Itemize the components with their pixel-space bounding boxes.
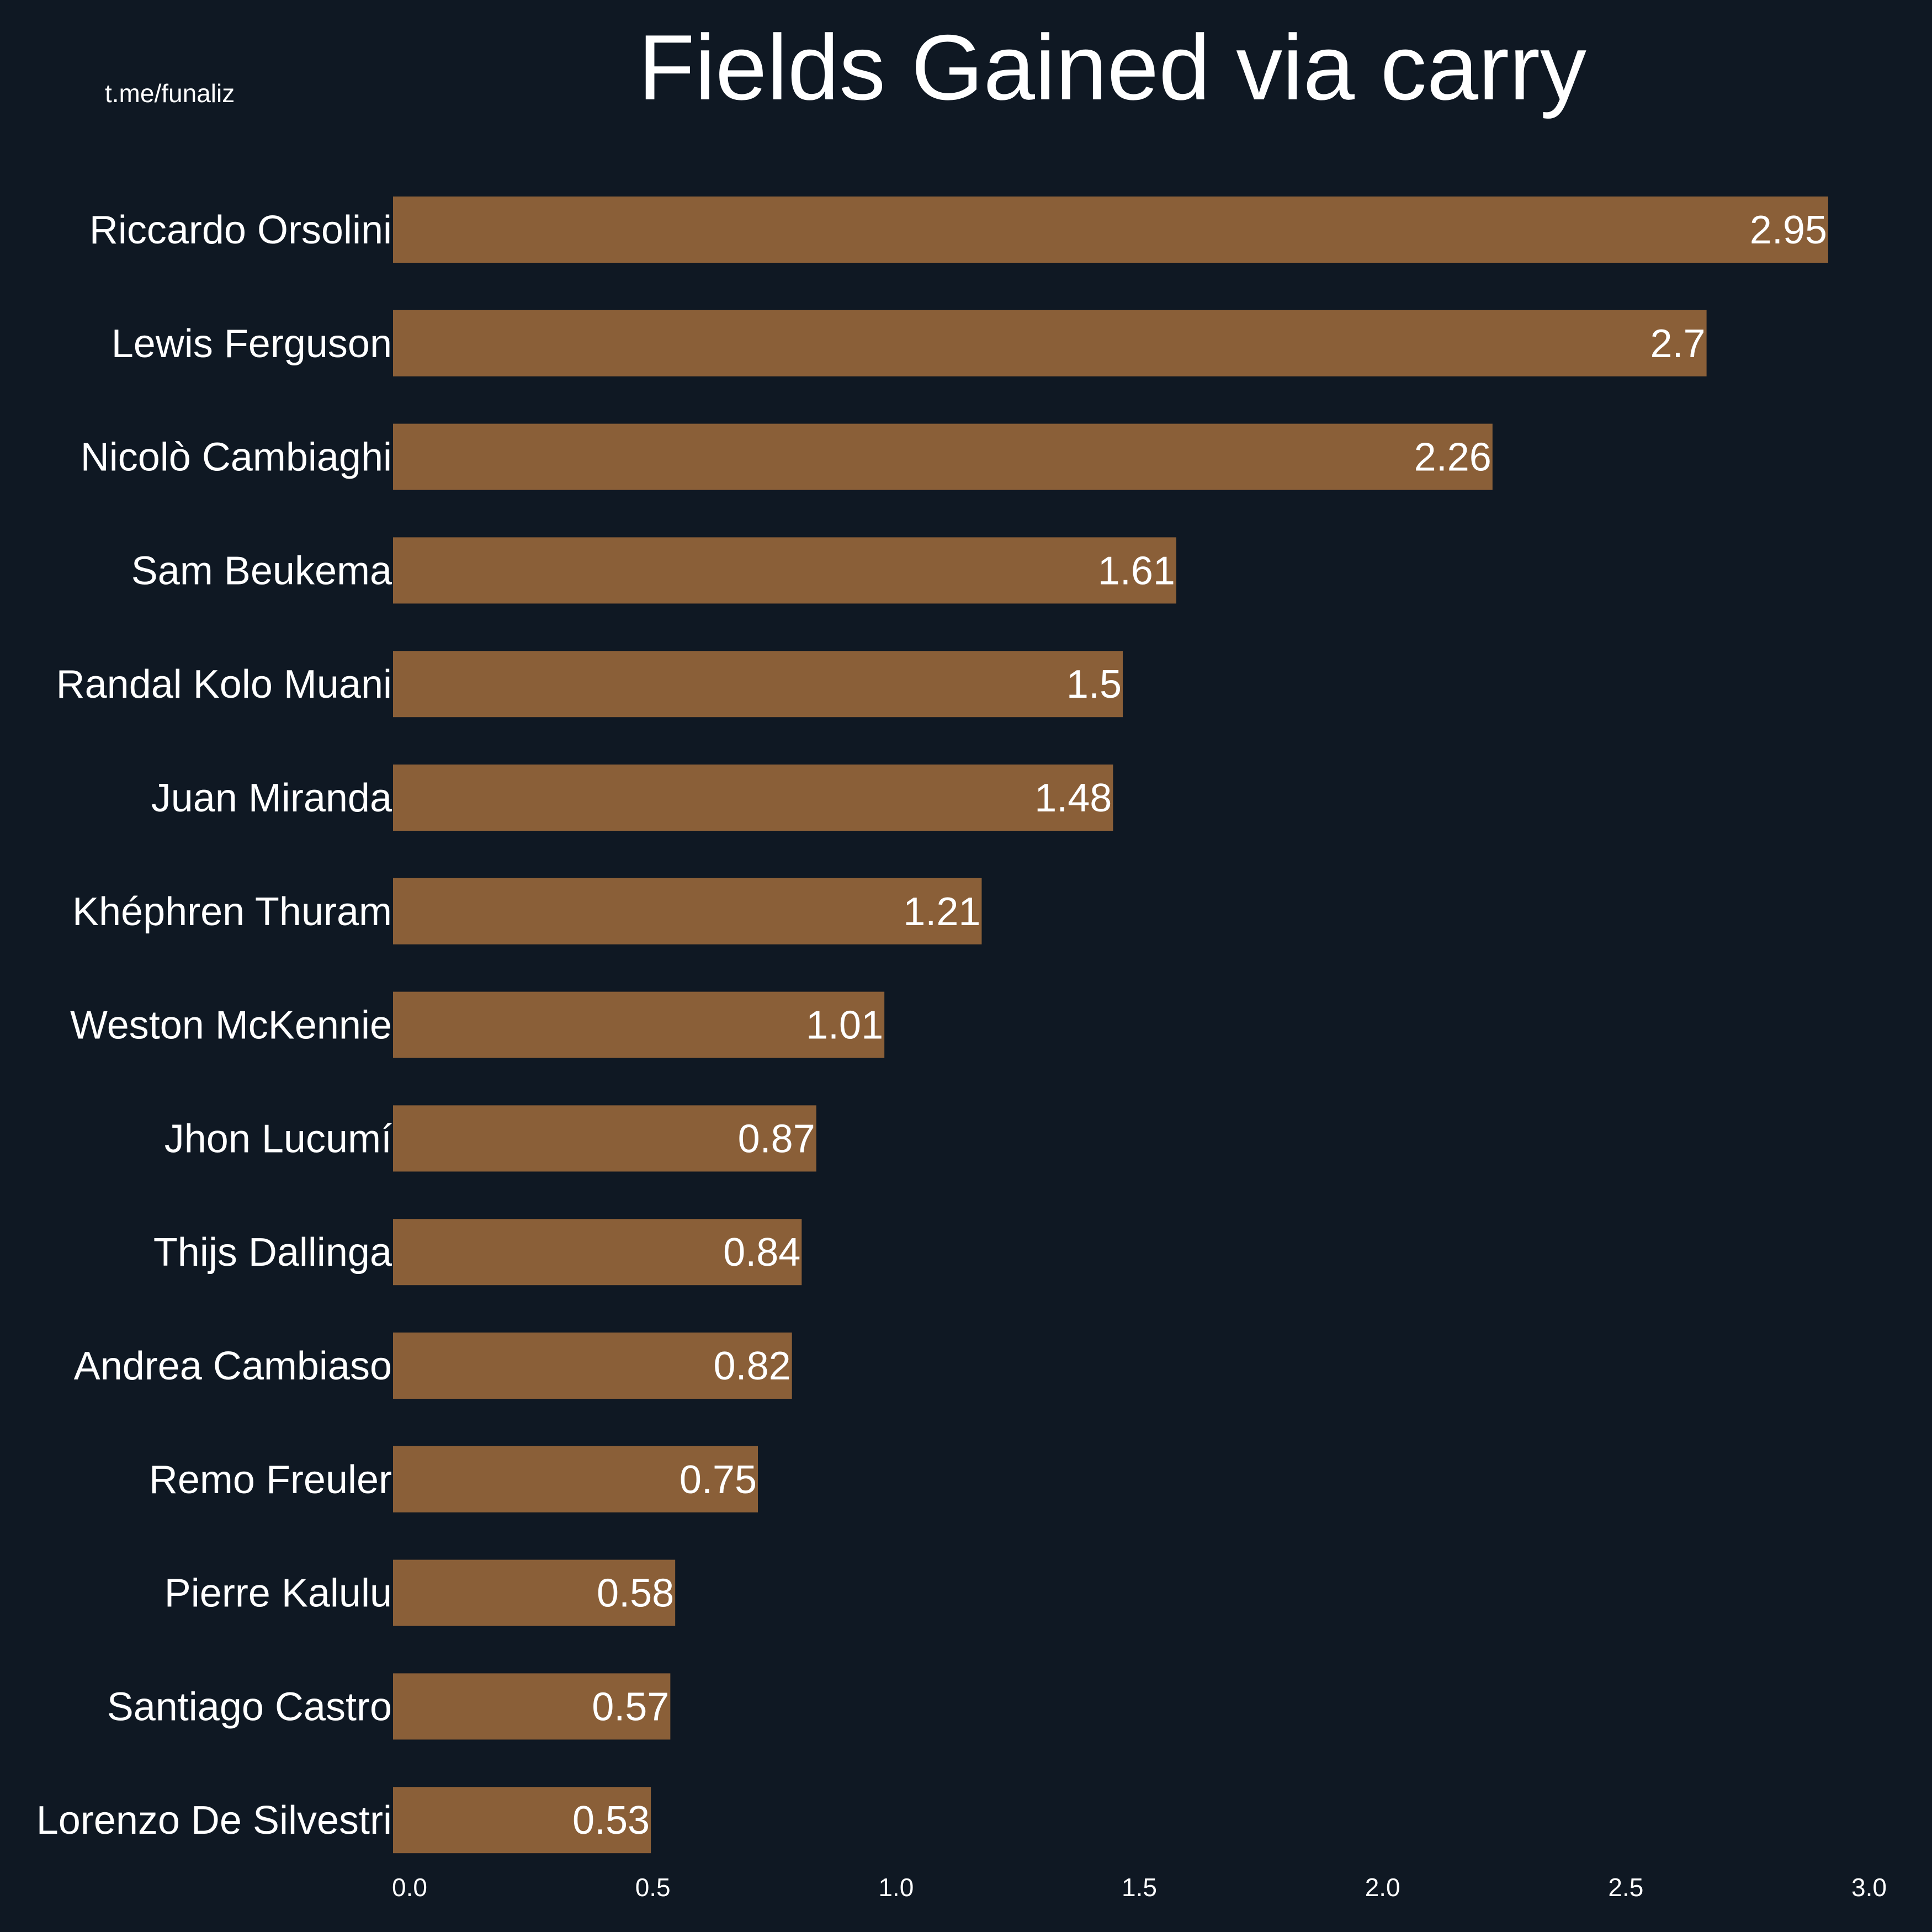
value-label: 2.95 bbox=[1750, 208, 1827, 252]
bar bbox=[393, 651, 1123, 718]
value-label: 0.58 bbox=[597, 1572, 674, 1616]
category-label: Jhon Lucumí bbox=[164, 1117, 392, 1161]
bar bbox=[393, 765, 1113, 831]
x-tick-label: 1.5 bbox=[1122, 1873, 1157, 1902]
value-label: 1.5 bbox=[1066, 662, 1122, 707]
value-label: 1.21 bbox=[903, 890, 980, 934]
bar bbox=[393, 991, 885, 1058]
category-label: Nicolò Cambiaghi bbox=[81, 436, 392, 480]
category-label: Pierre Kalulu bbox=[164, 1572, 392, 1616]
value-label: 2.26 bbox=[1414, 436, 1492, 480]
value-label: 0.87 bbox=[738, 1117, 815, 1161]
chart-title: Fields Gained via carry bbox=[638, 15, 1586, 119]
category-label: Lewis Ferguson bbox=[112, 322, 392, 366]
x-tick-label: 0.5 bbox=[635, 1873, 671, 1902]
category-label: Sam Beukema bbox=[131, 549, 392, 593]
x-tick-label: 1.0 bbox=[878, 1873, 914, 1902]
category-label: Thijs Dallinga bbox=[153, 1230, 392, 1275]
value-label: 0.57 bbox=[592, 1685, 669, 1729]
x-axis-ticks: 0.0 0.5 1.0 1.5 2.0 2.5 3.0 bbox=[392, 1873, 1887, 1902]
bar bbox=[393, 1333, 792, 1399]
bar bbox=[393, 1105, 816, 1172]
category-label: Juan Miranda bbox=[151, 776, 392, 820]
bar bbox=[393, 537, 1176, 604]
bar bbox=[393, 1219, 802, 1286]
value-label: 0.75 bbox=[680, 1458, 757, 1502]
bars-group: Riccardo Orsolini 2.95 Lewis Ferguson 2.7 Ni… bbox=[36, 197, 1828, 1854]
bar bbox=[393, 1559, 676, 1626]
x-tick-label: 0.0 bbox=[392, 1873, 427, 1902]
value-label: 2.7 bbox=[1650, 322, 1706, 366]
value-label: 0.53 bbox=[572, 1798, 650, 1843]
value-label: 0.84 bbox=[723, 1230, 800, 1275]
bar bbox=[393, 1446, 758, 1512]
category-label: Lorenzo De Silvestri bbox=[36, 1798, 392, 1843]
bar bbox=[393, 310, 1707, 376]
value-label: 1.01 bbox=[806, 1004, 883, 1048]
category-label: Santiago Castro bbox=[107, 1685, 392, 1729]
x-tick-label: 3.0 bbox=[1851, 1873, 1887, 1902]
value-label: 1.61 bbox=[1098, 549, 1175, 593]
x-tick-label: 2.0 bbox=[1365, 1873, 1400, 1902]
category-label: Remo Freuler bbox=[149, 1458, 392, 1502]
watermark-text: t.me/funaliz bbox=[105, 79, 235, 108]
bar bbox=[393, 1673, 671, 1740]
category-label: Randal Kolo Muani bbox=[56, 662, 392, 707]
bar bbox=[393, 878, 982, 944]
bar bbox=[393, 1787, 651, 1854]
x-tick-label: 2.5 bbox=[1608, 1873, 1643, 1902]
category-label: Weston McKennie bbox=[70, 1004, 392, 1048]
category-label: Khéphren Thuram bbox=[72, 890, 392, 934]
value-label: 1.48 bbox=[1034, 776, 1112, 820]
category-label: Riccardo Orsolini bbox=[89, 208, 392, 252]
value-label: 0.82 bbox=[714, 1344, 791, 1388]
category-label: Andrea Cambiaso bbox=[74, 1344, 392, 1388]
bar bbox=[393, 423, 1493, 490]
bar bbox=[393, 197, 1828, 263]
